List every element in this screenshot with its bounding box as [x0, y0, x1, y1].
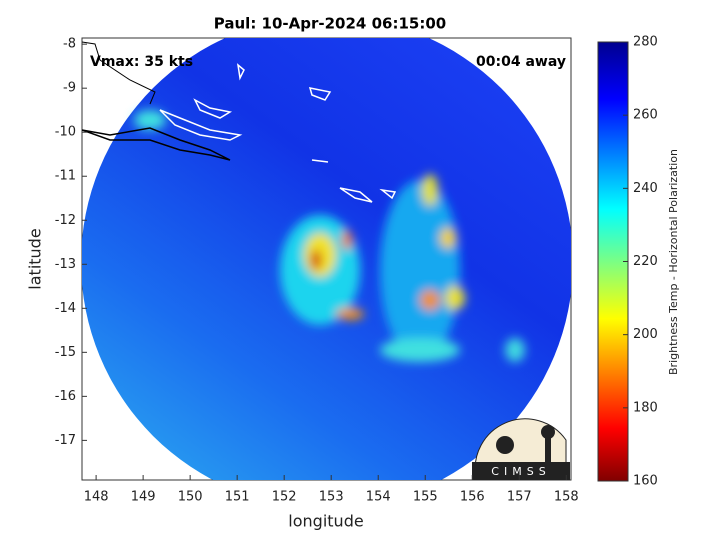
colorbar-label: Brightness Temp - Horizontal Polarizatio… — [667, 149, 680, 375]
x-tick-label: 154 — [366, 490, 391, 505]
colorbar-tick-label: 200 — [633, 327, 658, 342]
y-tick-label: -14 — [55, 301, 76, 316]
colorbar-tick-label: 260 — [633, 108, 658, 123]
y-tick-label: -15 — [55, 345, 76, 360]
y-tick-label: -16 — [55, 389, 76, 404]
coastline-black — [82, 41, 156, 105]
y-tick-label: -13 — [55, 257, 76, 272]
x-tick-label: 151 — [225, 490, 250, 505]
logo-text: CIMSS — [491, 465, 550, 478]
colorbar-tick-label: 160 — [633, 474, 658, 489]
y-tick-label: -17 — [55, 433, 76, 448]
x-tick-label: 156 — [460, 490, 485, 505]
coastline — [82, 63, 397, 203]
x-tick-label: 152 — [272, 490, 297, 505]
x-tick-label: 148 — [84, 490, 109, 505]
y-axis-label: latitude — [26, 228, 45, 289]
y-tick-label: -12 — [55, 213, 76, 228]
colorbar-tick-label: 240 — [633, 181, 658, 196]
y-tick-label: -8 — [63, 37, 76, 52]
annotation: Vmax: 35 kts — [90, 54, 193, 70]
x-tick-label: 157 — [507, 490, 532, 505]
colorbar-tick-label: 180 — [633, 400, 658, 415]
x-tick-label: 150 — [178, 490, 203, 505]
colorbar-tick-label: 220 — [633, 254, 658, 269]
x-tick-label: 153 — [319, 490, 344, 505]
logo: CIMSS — [472, 418, 570, 480]
colorbar-tick-label: 280 — [633, 35, 658, 50]
y-tick-label: -10 — [55, 125, 76, 140]
y-tick-label: -9 — [63, 81, 76, 96]
convection — [134, 110, 525, 362]
annotation: 00:04 away — [476, 54, 566, 70]
x-axis-label: longitude — [288, 512, 363, 531]
x-tick-label: 155 — [413, 490, 438, 505]
x-tick-label: 149 — [131, 490, 156, 505]
y-tick-label: -11 — [55, 169, 76, 184]
image-layer — [82, 38, 571, 480]
chart-title: Paul: 10-Apr-2024 06:15:00 — [214, 15, 446, 33]
x-tick-label: 158 — [554, 490, 579, 505]
